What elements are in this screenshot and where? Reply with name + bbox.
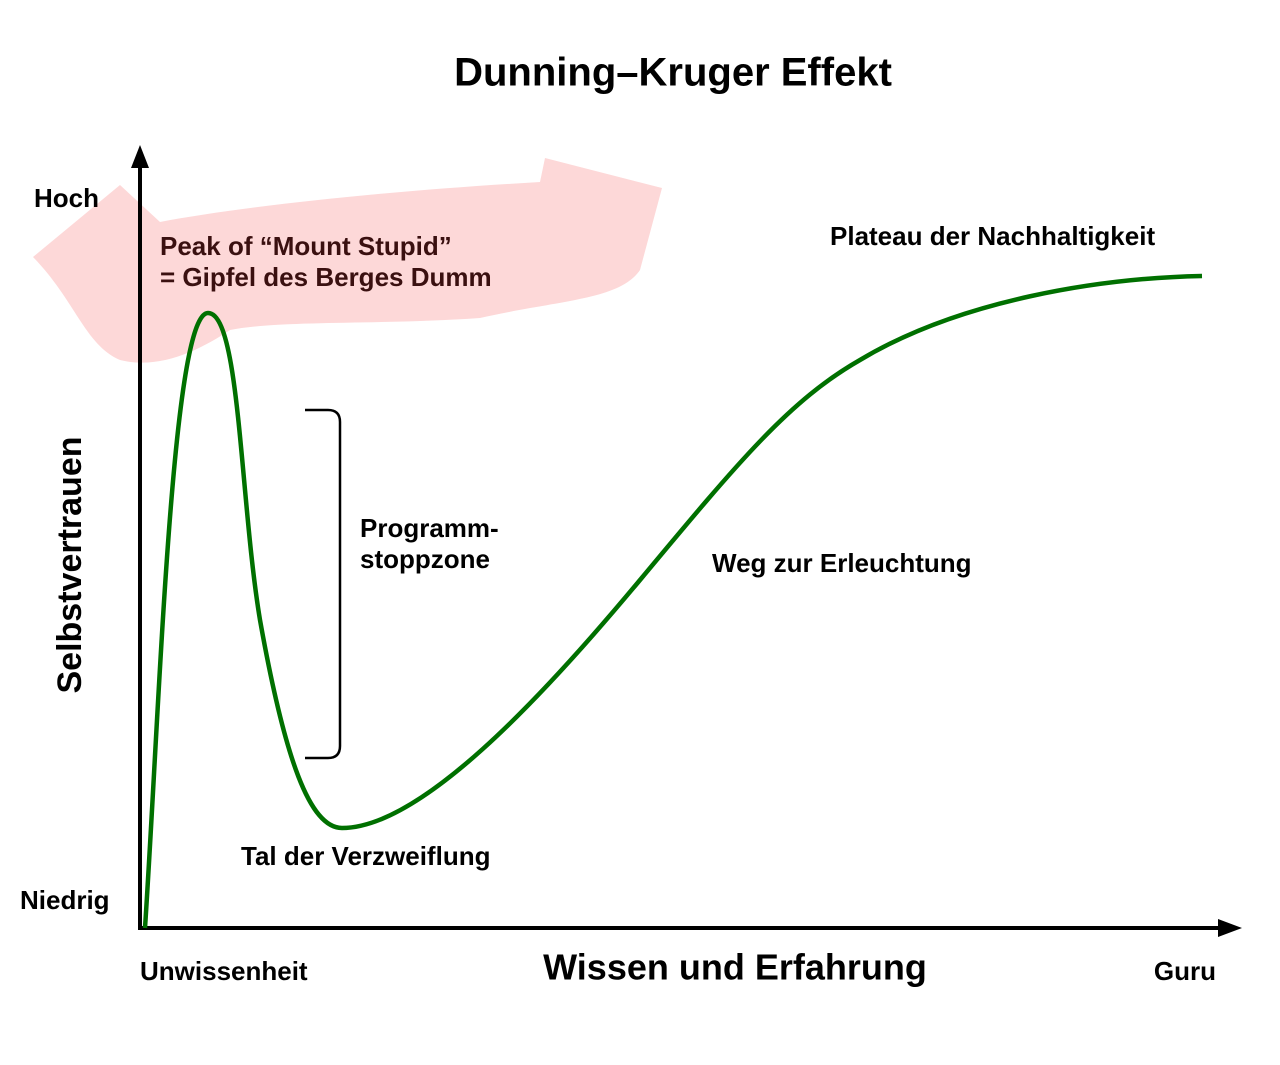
x-axis-label: Wissen und Erfahrung (543, 947, 927, 988)
x-high: Guru (1154, 956, 1216, 986)
x-low: Unwissenheit (140, 956, 308, 986)
y-axis-label: Selbstvertrauen (51, 437, 89, 694)
y-low: Niedrig (20, 885, 110, 915)
peak-label: = Gipfel des Berges Dumm (160, 262, 492, 292)
stop-zone-label: Programm- (360, 513, 499, 543)
slope-label: Weg zur Erleuchtung (712, 548, 972, 578)
title: Dunning–Kruger Effekt (454, 51, 892, 95)
plateau-label: Plateau der Nachhaltigkeit (830, 221, 1155, 251)
peak-label: Peak of “Mount Stupid” (160, 231, 452, 261)
y-arrow (131, 145, 149, 168)
x-arrow (1218, 919, 1242, 937)
bracket (305, 408, 342, 760)
curve (142, 273, 1203, 929)
highlight-blob (33, 158, 662, 363)
y-high: Hoch (34, 183, 99, 213)
stop-zone-label: stoppzone (360, 544, 490, 574)
valley-label: Tal der Verzweiflung (241, 841, 490, 871)
